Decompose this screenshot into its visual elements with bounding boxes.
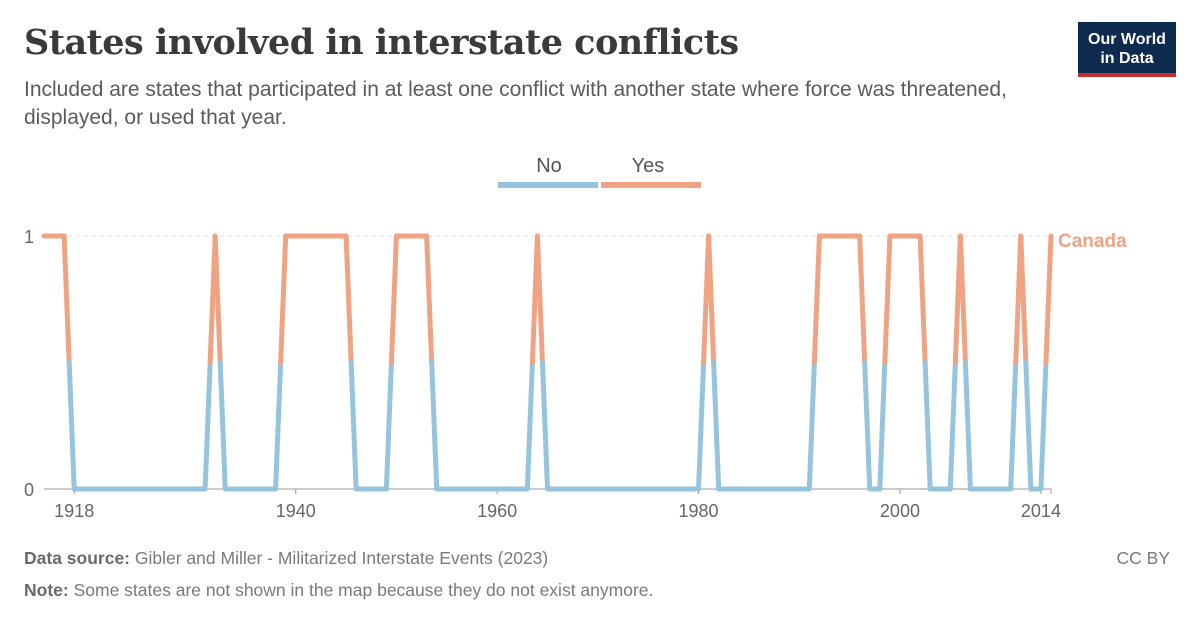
x-tick-label-1980: 1980: [679, 501, 719, 521]
chart-subtitle: Included are states that participated in…: [24, 78, 1007, 129]
legend-swatch-yes: [601, 182, 701, 188]
series-segment: [1023, 360, 1034, 492]
owid-logo[interactable]: Our World in Data: [1078, 22, 1176, 77]
series-label-canada: Canada: [1058, 231, 1127, 252]
series-segment: [66, 360, 77, 492]
license[interactable]: CC BY: [1116, 548, 1170, 568]
series-segment: [877, 360, 888, 492]
series-segment: [348, 360, 359, 492]
series-segment: [696, 360, 707, 492]
series-segment: [857, 233, 868, 365]
series-segment: [212, 233, 223, 365]
series-segment: [706, 233, 717, 365]
series-segment: [534, 233, 545, 365]
data-source: Data source: Gibler and Miller - Militar…: [24, 548, 548, 569]
series-labels: Canada: [1058, 231, 1127, 252]
note-text: Some states are not shown in the map bec…: [73, 580, 654, 600]
series-segment: [202, 360, 213, 492]
series-segment: [278, 233, 289, 365]
series-segment: [917, 233, 928, 365]
legend-label-yes: Yes: [632, 155, 665, 177]
series-segment: [429, 360, 440, 492]
series-segment: [1008, 360, 1019, 492]
legend-label-no: No: [536, 155, 562, 177]
series-segment: [862, 360, 873, 492]
series-segment: [882, 233, 893, 365]
x-tick-label-2000: 2000: [880, 501, 920, 521]
x-tick-label-1918: 1918: [54, 501, 94, 521]
series-segment: [273, 360, 284, 492]
series-segment: [1018, 233, 1029, 365]
y-tick-label-0: 0: [24, 480, 34, 500]
legend-swatch-no: [498, 182, 598, 188]
series-segment: [388, 233, 399, 365]
series-segment: [383, 360, 394, 492]
y-tick-label-1: 1: [24, 227, 34, 247]
series-segment: [711, 360, 722, 492]
x-tick-label-1960: 1960: [477, 501, 517, 521]
logo-line-2: in Data: [1100, 50, 1154, 67]
legend[interactable]: No Yes: [498, 155, 701, 188]
series-segment: [811, 233, 822, 365]
series-segment: [524, 360, 535, 492]
data-source-text[interactable]: Gibler and Miller - Militarized Intersta…: [134, 548, 549, 568]
series-segment: [343, 233, 354, 365]
series-segment: [947, 360, 958, 492]
series-segment: [1038, 360, 1049, 492]
note: Note: Some states are not shown in the m…: [24, 580, 653, 601]
series-segment: [1043, 233, 1054, 365]
note-label: Note:: [24, 580, 69, 600]
series-segment: [922, 360, 933, 492]
series-lines[interactable]: [41, 233, 1054, 492]
series-segment: [539, 360, 550, 492]
series-segment: [217, 360, 228, 492]
series-segment: [806, 360, 817, 492]
series-segment: [962, 360, 973, 492]
x-tick-label-2014: 2014: [1021, 501, 1061, 521]
logo-line-1: Our World: [1088, 31, 1166, 48]
series-segment: [61, 233, 72, 365]
data-source-label: Data source:: [24, 548, 131, 568]
chart-title: States involved in interstate conflicts: [24, 22, 739, 63]
series-segment: [424, 233, 435, 365]
x-tick-label-1940: 1940: [276, 501, 316, 521]
series-segment: [957, 233, 968, 365]
